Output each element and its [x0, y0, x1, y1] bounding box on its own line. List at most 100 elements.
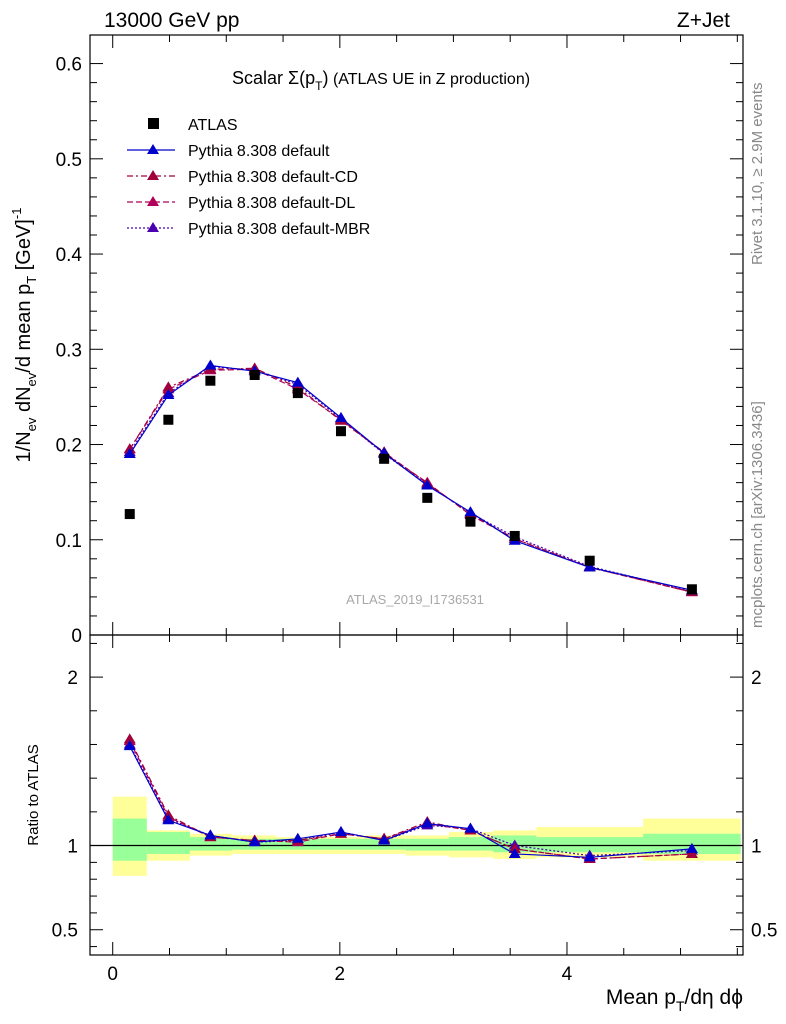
ratio-panel: 0.5 0.5 1 1 2 2 0 2 4 Ratio to ATLAS Mean pT/dη… [25, 634, 777, 1014]
point-atlas [422, 492, 433, 503]
point-default [123, 448, 136, 459]
ratio-uncertainty-bands [90, 796, 743, 876]
ratio-y-tick-label-right: 2 [751, 668, 762, 689]
main-y-tick-label: 0.6 [56, 55, 82, 76]
band-green [146, 832, 190, 854]
ratio-y-tick-label: 1 [67, 837, 78, 858]
analysis-watermark: ATLAS_2019_I1736531 [346, 592, 484, 607]
band-green [536, 837, 644, 853]
point-atlas [124, 509, 135, 520]
point-atlas [205, 375, 216, 386]
ratio-series [123, 733, 698, 863]
legend-marker-mbr [147, 222, 159, 232]
band-green [319, 838, 363, 850]
point-atlas [509, 530, 520, 541]
legend-marker-cd [147, 170, 159, 180]
ratio-y-tick-label: 0.5 [52, 921, 78, 942]
x-tick-label: 2 [335, 964, 346, 985]
ratio-line-default [129, 745, 692, 858]
mcplots-label: mcplots.cern.ch [arXiv:1306.3436] [749, 401, 766, 628]
point-default [334, 411, 347, 422]
x-tick-label: 4 [562, 964, 573, 985]
point-atlas [379, 453, 390, 464]
plot-title-close: ) [323, 68, 329, 88]
main-y-tick-label: 0.3 [56, 340, 82, 361]
main-y-ticks: 0 0.1 0.2 0.3 0.4 0.5 0.6 [56, 55, 743, 647]
ratio-point-default [508, 847, 521, 858]
ratio-point-default [291, 832, 304, 843]
point-atlas [292, 388, 303, 399]
legend: ATLAS Pythia 8.308 default Pythia 8.308 de… [127, 117, 370, 238]
main-y-tick-label: 0.5 [56, 150, 82, 171]
main-series [123, 359, 698, 597]
ratio-x-ticks: 0 2 4 [107, 635, 738, 985]
ratio-y-tick-label: 2 [67, 668, 78, 689]
point-default [583, 561, 596, 572]
legend-label-cd: Pythia 8.308 default-CD [188, 169, 358, 186]
ratio-point-cd [508, 842, 521, 853]
series-line-dl [129, 368, 693, 593]
plot-title-sub: T [315, 79, 323, 93]
ratio-point-cd [162, 809, 175, 820]
ratio-point-cd [685, 847, 698, 858]
ratio-point-default [248, 836, 261, 847]
main-panel: 0 0.1 0.2 0.3 0.4 0.5 0.6 Scalar Σ(pT) (ATLAS … [9, 34, 744, 647]
series-line-default [129, 364, 693, 591]
header-left: 13000 GeV pp [104, 9, 239, 32]
ratio-point-default [421, 817, 434, 828]
main-y-tick-label: 0.2 [56, 436, 82, 457]
point-atlas [584, 555, 595, 566]
point-atlas [686, 584, 697, 595]
point-atlas [249, 370, 260, 380]
point-default [204, 359, 217, 370]
legend-label-default: Pythia 8.308 default [188, 143, 330, 160]
ratio-point-cd [123, 733, 136, 744]
rivet-label: Rivet 3.1.10, ≥ 2.9M events [749, 83, 766, 266]
ratio-point-default [583, 851, 596, 862]
ratio-y-ticks: 0.5 0.5 1 1 2 2 [52, 642, 777, 948]
ratio-panel-frame [89, 634, 744, 956]
main-y-tick-label: 0.1 [56, 531, 82, 552]
legend-label-atlas: ATLAS [188, 117, 238, 134]
series-line-cd [129, 367, 693, 593]
header-right: Z+Jet [677, 9, 730, 32]
legend-label-dl: Pythia 8.308 default-DL [188, 195, 355, 212]
ratio-point-default [334, 826, 347, 837]
main-y-label: 1/Nev dNev/d mean pT [GeV]-1 [9, 208, 39, 463]
ratio-point-default [685, 842, 698, 853]
x-tick-label: 0 [107, 964, 118, 985]
x-axis-label: Mean pT/dη dϕ [606, 986, 743, 1014]
point-default [464, 506, 477, 517]
band-green [405, 838, 449, 851]
legend-marker-default [147, 144, 159, 154]
main-y-tick-label: 0 [71, 626, 82, 647]
plot-title-main: Scalar Σ(p [232, 68, 315, 88]
legend-marker-dl [147, 196, 159, 206]
plot-title: Scalar Σ(pT) (ATLAS UE in Z production) [232, 68, 530, 93]
ratio-point-default [162, 814, 175, 825]
ratio-point-default [204, 829, 217, 840]
ratio-point-default [378, 834, 391, 845]
ratio-y-tick-label-right: 0.5 [751, 921, 777, 942]
point-default [162, 389, 175, 399]
ratio-y-tick-label-right: 1 [751, 837, 762, 858]
legend-label-mbr: Pythia 8.308 default-MBR [188, 221, 370, 238]
series-line-mbr [129, 365, 693, 592]
band-green [448, 837, 494, 851]
point-cd [162, 381, 175, 392]
point-atlas [465, 516, 476, 527]
point-default [421, 479, 434, 490]
point-atlas [163, 414, 174, 425]
point-atlas [335, 426, 346, 437]
band-green [189, 837, 232, 851]
band-green [112, 818, 147, 861]
ratio-y-label: Ratio to ATLAS [25, 744, 42, 845]
point-default [291, 376, 304, 387]
main-y-tick-label: 0.4 [56, 245, 83, 266]
ratio-point-default [123, 740, 136, 751]
plot-title-rest: (ATLAS UE in Z production) [329, 71, 531, 88]
main-x-ticks [112, 35, 738, 635]
x-label-sub: T [676, 998, 685, 1014]
ratio-point-default [464, 822, 477, 833]
